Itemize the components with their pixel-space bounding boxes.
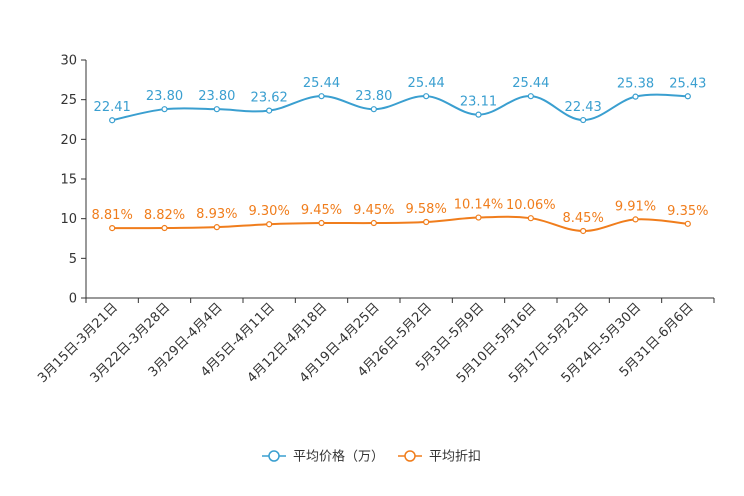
data-label: 23.62 (251, 91, 288, 106)
data-point (632, 216, 639, 223)
data-label: 25.44 (303, 76, 340, 91)
data-label: 8.81% (92, 208, 133, 223)
legend-label-1: 平均折扣 (429, 450, 481, 465)
data-label: 22.41 (94, 100, 131, 115)
legend-marker-1 (404, 450, 416, 462)
data-point (370, 106, 377, 113)
data-label: 22.43 (565, 100, 602, 115)
data-point (684, 93, 691, 100)
data-point (213, 106, 220, 113)
y-tick-label: 0 (69, 292, 77, 307)
data-point (266, 107, 273, 114)
data-point (475, 214, 482, 221)
y-tick-label: 10 (60, 212, 77, 227)
data-label: 8.93% (196, 207, 237, 222)
data-label: 23.80 (355, 89, 392, 104)
data-label: 8.45% (563, 211, 604, 226)
data-point (370, 219, 377, 227)
data-label: 23.80 (198, 89, 235, 104)
data-label: 9.45% (301, 203, 342, 218)
y-tick-label: 5 (69, 252, 77, 267)
series-line-0 (111, 93, 688, 122)
data-point (161, 106, 168, 113)
y-tick-label: 30 (60, 54, 77, 69)
legend: 平均价格（万） 平均折扣 (262, 449, 481, 465)
data-label: 25.38 (617, 77, 654, 92)
data-label: 25.44 (408, 76, 445, 91)
data-label: 23.11 (460, 95, 497, 110)
legend-label-0: 平均价格（万） (293, 449, 384, 465)
data-point (527, 93, 534, 100)
data-label: 25.43 (669, 76, 706, 91)
data-point (318, 219, 325, 227)
legend-marker-0 (268, 450, 280, 462)
data-label: 9.91% (615, 199, 656, 214)
data-point (475, 111, 482, 118)
data-point (527, 215, 534, 222)
y-tick-label: 15 (60, 173, 77, 188)
data-label: 8.82% (144, 208, 185, 223)
y-tick-label: 25 (60, 93, 77, 108)
data-point (580, 227, 587, 235)
data-label: 9.45% (353, 203, 394, 218)
data-label: 10.14% (454, 198, 504, 213)
data-label: 9.35% (667, 204, 708, 219)
data-point (684, 220, 691, 227)
data-point (161, 224, 168, 232)
series-layer (109, 93, 691, 235)
data-labels: 22.41 23.80 23.80 23.62 25.44 23.80 25.44 23.11… (92, 76, 709, 226)
data-point (318, 93, 325, 100)
data-point (423, 93, 430, 100)
data-point (109, 117, 116, 124)
data-label: 25.44 (512, 76, 549, 91)
data-label: 9.30% (249, 204, 290, 219)
data-label: 10.06% (506, 198, 556, 213)
series-line-1 (112, 215, 688, 232)
y-tick-label: 20 (60, 133, 77, 148)
data-point (109, 225, 116, 232)
data-point (632, 93, 639, 100)
data-point (266, 221, 273, 228)
data-point (423, 218, 430, 226)
data-label: 23.80 (146, 89, 183, 104)
data-point (213, 224, 220, 231)
data-point (580, 116, 587, 124)
data-label: 9.58% (406, 202, 447, 217)
